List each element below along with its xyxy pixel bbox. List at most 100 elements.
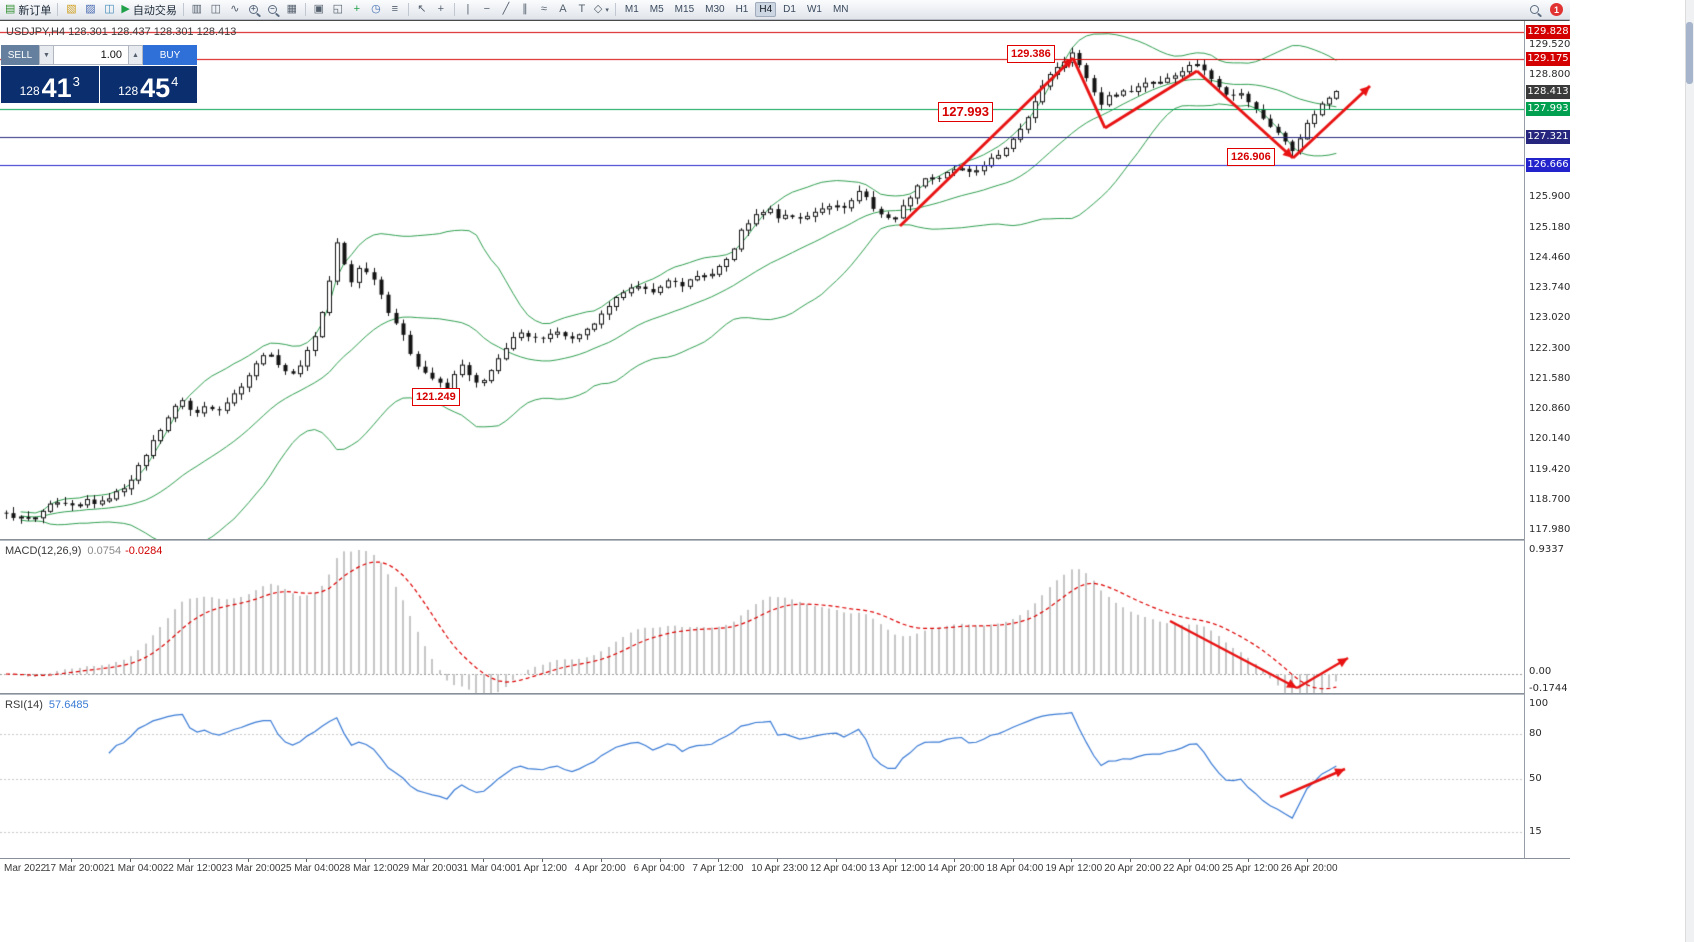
arrange-windows-icon[interactable]: ▣: [310, 1, 328, 18]
rsi-scale-label: 80: [1529, 728, 1542, 739]
timeframe-m15[interactable]: M15: [674, 4, 695, 15]
time-axis-label: 18 Apr 04:00: [986, 863, 1044, 874]
bar-chart-icon[interactable]: ▥: [188, 1, 206, 18]
time-axis-tick: [247, 859, 249, 862]
time-axis-tick: [1130, 859, 1132, 862]
time-axis-tick: [836, 859, 838, 862]
buy-price-sup: 4: [171, 74, 179, 89]
zoom-out-icon[interactable]: −: [264, 1, 282, 18]
zoom-out-icon: −: [268, 4, 281, 18]
sell-price-big: 41: [41, 73, 72, 103]
time-axis-tick: [188, 859, 190, 862]
auto-trading-button[interactable]: ▶ 自动交易: [119, 1, 178, 18]
price-axis-label: 129.520: [1529, 38, 1571, 50]
time-axis-tick: [71, 859, 72, 862]
volume-input[interactable]: [54, 45, 128, 65]
time-axis: Mar 2022 17 Mar 20:00 21 Mar 04:00 22 Mar 1…: [0, 858, 1570, 877]
time-axis-label: 4 Apr 20:00: [574, 863, 626, 874]
rsi-value: 57.6485: [48, 699, 89, 711]
fibonacci-icon[interactable]: ≈: [535, 1, 553, 18]
sell-button[interactable]: SELL: [1, 45, 39, 65]
scrollbar-thumb[interactable]: [1686, 22, 1693, 84]
timeframe-m5[interactable]: M5: [649, 4, 664, 15]
shapes-icon[interactable]: ◇ ▾: [592, 1, 611, 18]
panel-splitter[interactable]: [0, 693, 1570, 695]
vertical-line-icon: |: [466, 3, 470, 15]
toolbar-separator: [182, 3, 184, 16]
price-axis-label: 123.740: [1529, 282, 1571, 294]
profiles-icon[interactable]: ▨: [81, 1, 99, 18]
main-toolbar: ▤ 新订单 ▧ ▨ ◫ ▶ 自动交易 ▥ ◫ ∿ + − ▦ ▣ ◱ + ◷ ≡ ↖ + | − ╱ ∥ ≈ A T ◇ ▾ M1 M5 M1…: [0, 0, 1570, 20]
cascade-windows-icon[interactable]: ◱: [329, 1, 347, 18]
price-badge: 126.666: [1526, 158, 1570, 172]
volume-decrease-button[interactable]: ▼: [39, 45, 54, 65]
time-axis-tick: [1248, 859, 1249, 862]
panel-splitter[interactable]: [0, 539, 1570, 541]
rsi-scale-label: 100: [1529, 698, 1549, 709]
notification-badge[interactable]: 1: [1550, 3, 1563, 16]
timeframe-m1[interactable]: M1: [624, 4, 639, 15]
rsi-scale-label: 50: [1529, 773, 1542, 784]
periods-icon[interactable]: ◷: [367, 1, 385, 18]
label-icon[interactable]: T: [573, 1, 591, 18]
zoom-in-icon[interactable]: +: [245, 1, 263, 18]
terminal-icon: ◫: [104, 3, 115, 15]
buy-price-display[interactable]: 128 45 4: [99, 66, 197, 103]
volume-increase-button[interactable]: ▲: [128, 45, 143, 65]
buy-button[interactable]: BUY: [143, 45, 197, 65]
time-axis-tick: [894, 859, 896, 862]
toolbar-separator: [407, 3, 409, 16]
crosshair-icon: +: [437, 3, 445, 15]
price-annotation[interactable]: 129.386: [1007, 45, 1055, 63]
line-chart-icon[interactable]: ∿: [226, 1, 244, 18]
dropdown-arrow-icon: ▾: [605, 6, 609, 14]
crosshair-icon[interactable]: +: [432, 1, 450, 18]
templates-icon: ≡: [391, 3, 399, 15]
sell-price-display[interactable]: 128 41 3: [1, 66, 99, 103]
horizontal-line-icon: −: [483, 3, 491, 15]
price-annotation[interactable]: 121.249: [412, 388, 460, 406]
new-order-button[interactable]: ▤ 新订单: [3, 1, 53, 18]
candlestick-icon[interactable]: ◫: [207, 1, 225, 18]
timeframe-mn[interactable]: MN: [832, 4, 849, 15]
price-badge: 129.828: [1526, 25, 1570, 40]
trendline-icon[interactable]: ╱: [497, 1, 515, 18]
price-axis-label: 124.460: [1529, 251, 1571, 263]
templates-icon[interactable]: ≡: [386, 1, 404, 18]
search-button[interactable]: [1525, 1, 1543, 18]
timeframe-h1[interactable]: H1: [735, 4, 749, 15]
text-icon[interactable]: A: [554, 1, 572, 18]
time-axis-tick: [482, 859, 484, 862]
price-axis-label: 121.580: [1529, 372, 1571, 384]
charts-icon[interactable]: ▧: [62, 1, 80, 18]
time-axis-label: 20 Apr 20:00: [1104, 863, 1162, 874]
indicators-icon[interactable]: +: [348, 1, 366, 18]
timeframe-w1[interactable]: W1: [806, 4, 822, 15]
tile-windows-icon[interactable]: ▦: [283, 1, 301, 18]
timeframe-d1[interactable]: D1: [783, 4, 796, 15]
price-annotation[interactable]: 127.993: [938, 102, 993, 122]
terminal-icon[interactable]: ◫: [100, 1, 118, 18]
vertical-scrollbar[interactable]: [1685, 0, 1694, 942]
channel-icon[interactable]: ∥: [516, 1, 534, 18]
time-axis-label: 10 Apr 23:00: [751, 863, 808, 874]
auto-trading-icon: ▶: [121, 3, 130, 15]
horizontal-line-icon[interactable]: −: [478, 1, 496, 18]
time-axis-tick: [1012, 859, 1014, 862]
time-axis-label: 25 Mar 04:00: [280, 863, 340, 874]
timeframe-m30[interactable]: M30: [705, 4, 725, 15]
macd-panel-canvas[interactable]: [0, 541, 1524, 693]
main-chart-canvas[interactable]: [0, 21, 1524, 539]
price-axis-label: 119.420: [1529, 463, 1571, 475]
vertical-line-icon[interactable]: |: [459, 1, 477, 18]
time-axis-label: 25 Apr 12:00: [1222, 863, 1279, 874]
timeframe-h4[interactable]: H4: [755, 2, 777, 17]
symbol-ohlc-label: USDJPY,H4 128.301 128.437 128.301 128.41…: [6, 26, 237, 38]
cursor-icon[interactable]: ↖: [413, 1, 431, 18]
bar-chart-icon: ▥: [191, 3, 203, 15]
rsi-panel-canvas[interactable]: [0, 695, 1524, 858]
cursor-icon: ↖: [417, 3, 427, 15]
macd-name: MACD(12,26,9): [5, 545, 82, 557]
price-annotation[interactable]: 126.906: [1227, 148, 1275, 166]
trendline-icon: ╱: [502, 3, 510, 15]
